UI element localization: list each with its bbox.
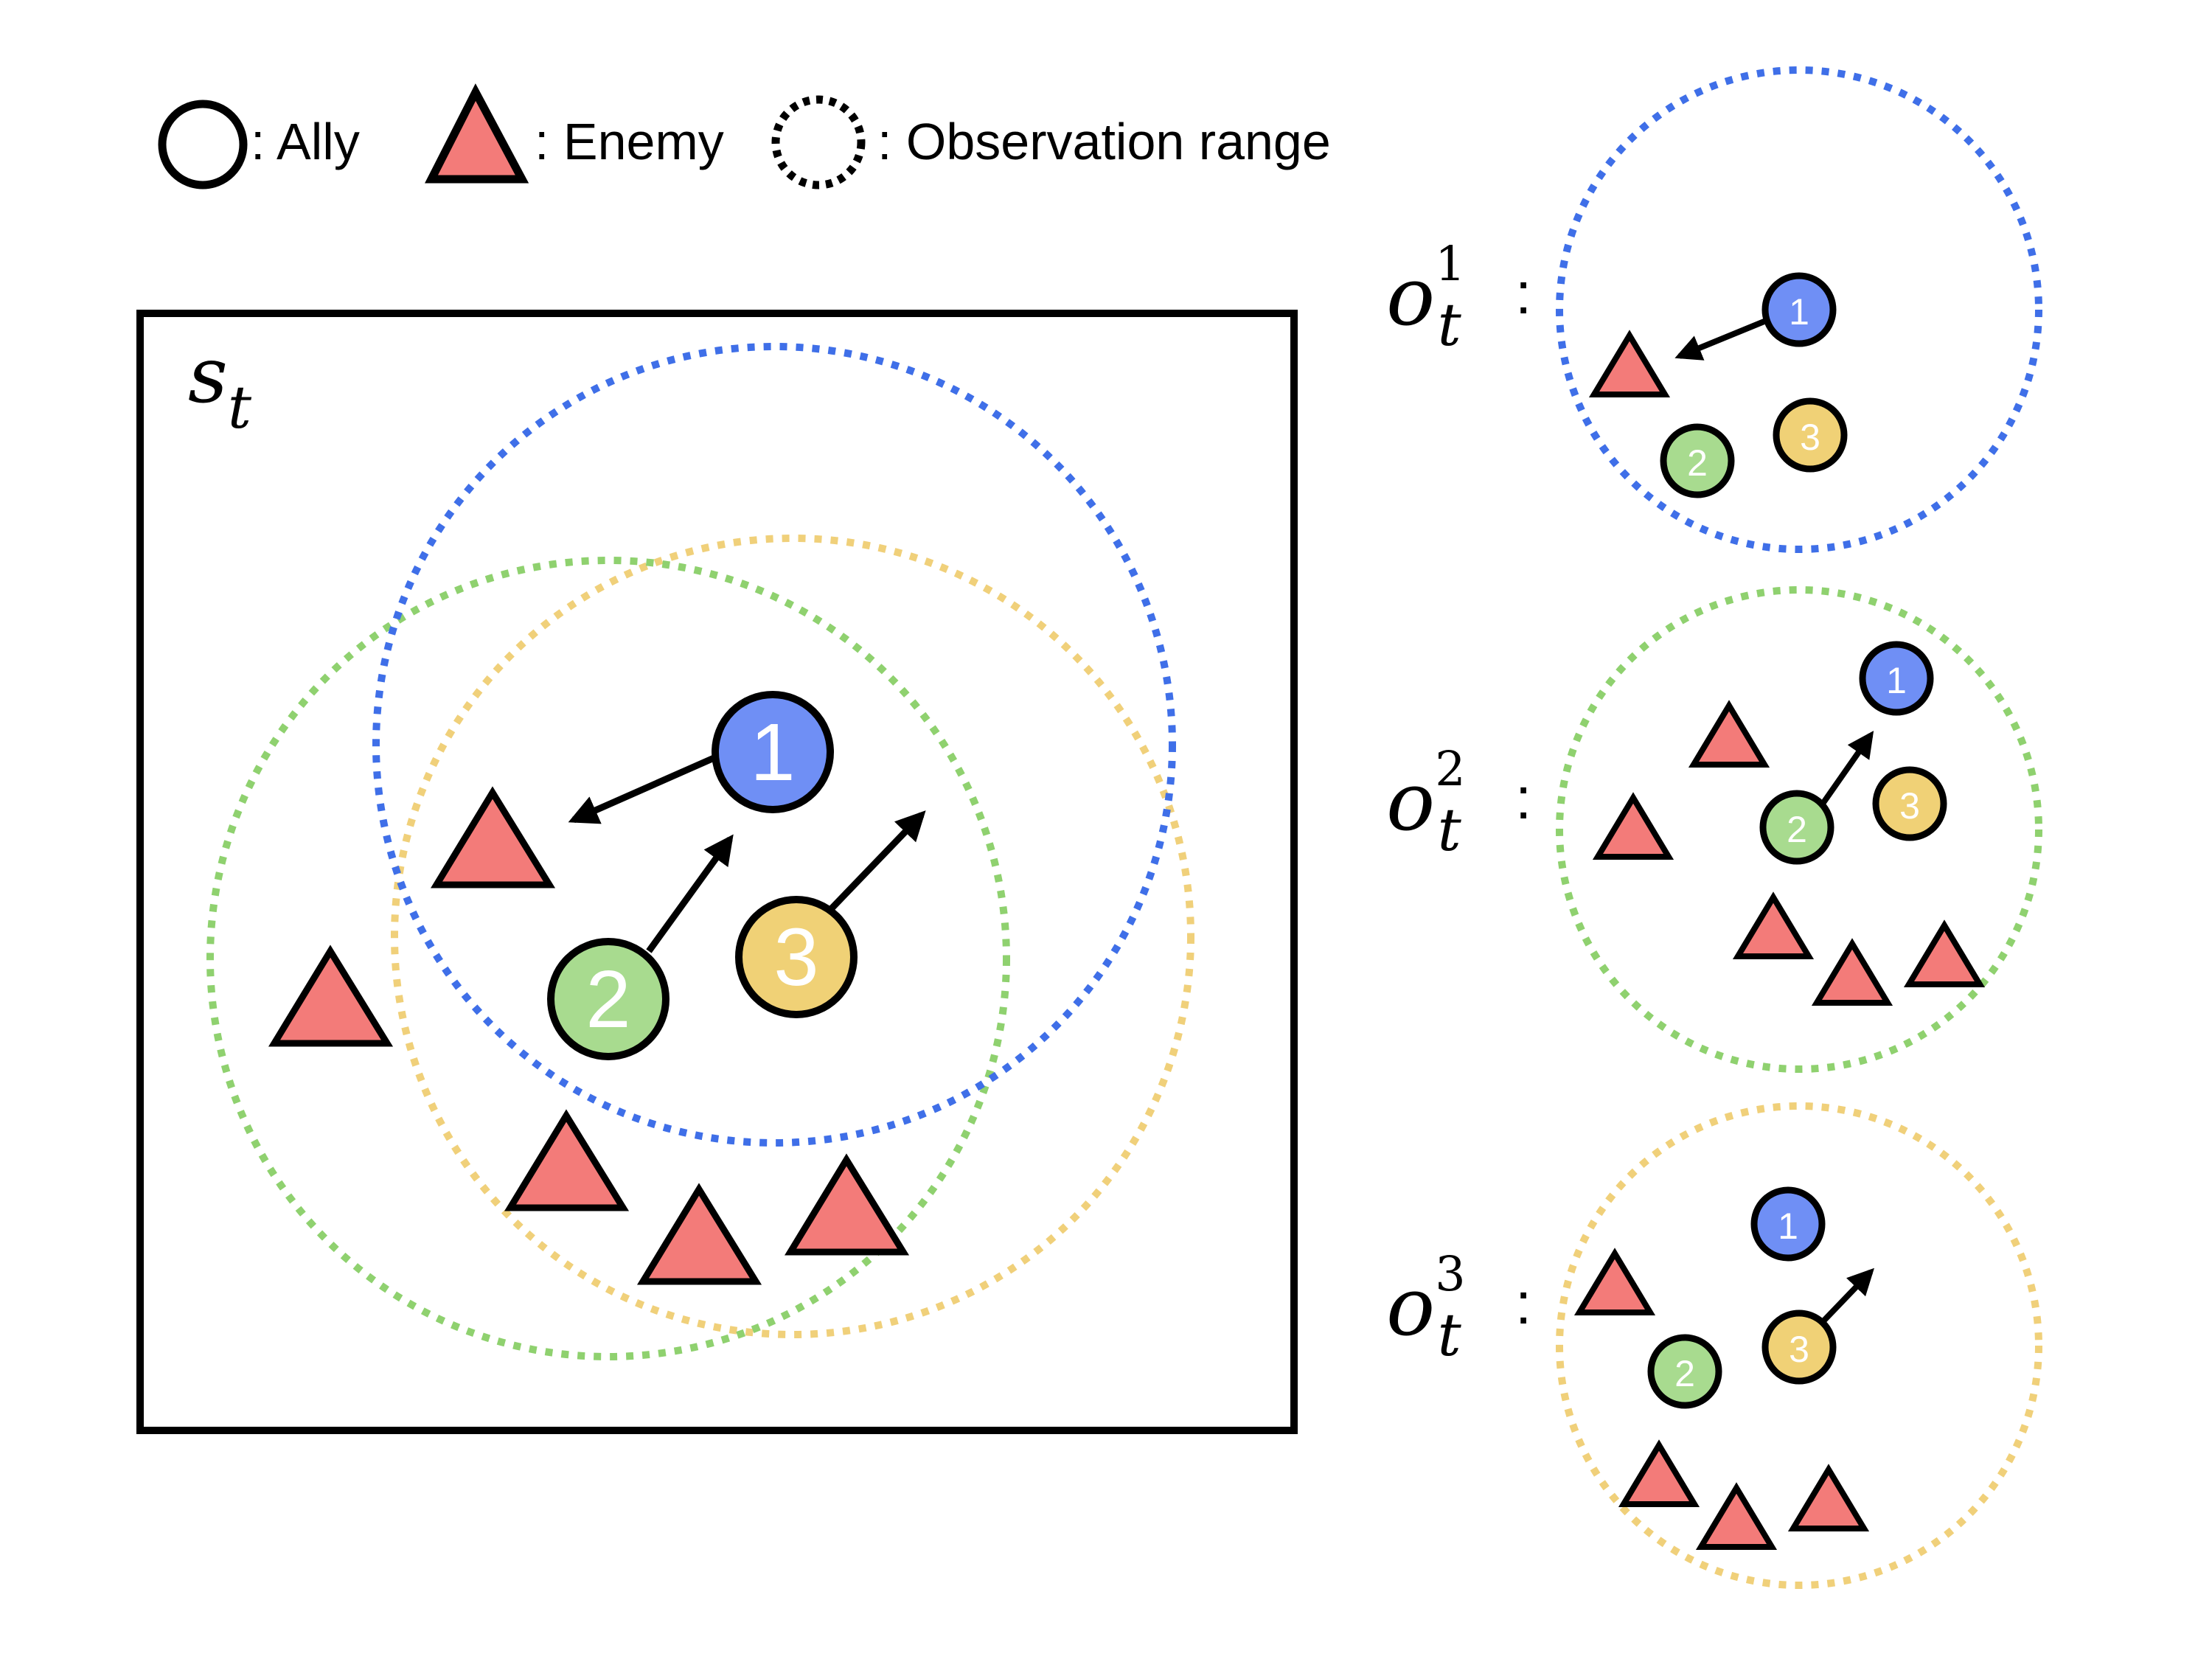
svg-text:1: 1 xyxy=(1886,660,1907,701)
enemy-triangle xyxy=(1688,700,1770,768)
observation-label-3: o3 t xyxy=(1386,1247,1466,1369)
observation-range-legend-label: : Observation range xyxy=(877,113,1331,170)
action-arrow-agent-2 xyxy=(1815,731,1874,813)
action-arrow-agent-3 xyxy=(1815,1267,1874,1329)
ally-agent-1: 1 xyxy=(1750,1186,1826,1262)
range-circle-agent-3 xyxy=(391,535,1194,1338)
enemy-triangle xyxy=(1787,1464,1870,1531)
legend: : Ally : Enemy : Observation range xyxy=(158,83,1331,189)
ally-agent-2: 2 xyxy=(1660,423,1735,498)
ally-agent-3: 3 xyxy=(1761,1310,1837,1385)
ally-agent-1: 1 xyxy=(1859,641,1934,716)
enemy-triangle xyxy=(1618,1439,1700,1507)
ally-legend-label: : Ally xyxy=(251,113,360,170)
range-circle-agent-2 xyxy=(206,557,1010,1360)
ally-agent-2: 2 xyxy=(1759,790,1834,865)
svg-text:3: 3 xyxy=(1800,417,1820,458)
range-circle-obs-2 xyxy=(1556,586,2042,1073)
state-label: st xyxy=(188,330,252,442)
ally-agent-3: 3 xyxy=(1872,766,1947,841)
svg-text:2: 2 xyxy=(1674,1353,1695,1394)
action-arrow-agent-2 xyxy=(646,834,734,953)
enemy-triangle xyxy=(1592,792,1674,860)
svg-text:3: 3 xyxy=(1899,785,1920,827)
state-panel: st 1 2 3 xyxy=(136,310,1298,1434)
enemy-triangle xyxy=(430,786,556,888)
range-circle-obs-3 xyxy=(1556,1102,2042,1589)
observation-range-legend-icon xyxy=(771,95,866,189)
enemy-triangle xyxy=(1811,938,1893,1006)
action-arrow-agent-1 xyxy=(568,752,720,824)
enemy-legend-label: : Enemy xyxy=(535,113,724,170)
svg-text:2: 2 xyxy=(585,954,630,1045)
svg-text:1: 1 xyxy=(1778,1206,1798,1247)
state-symbol: s xyxy=(188,330,228,420)
svg-text:2: 2 xyxy=(1787,809,1807,850)
ally-agent-2: 2 xyxy=(1647,1334,1722,1409)
action-arrow-agent-3 xyxy=(827,810,926,914)
enemy-triangle xyxy=(1588,330,1671,397)
svg-text:2: 2 xyxy=(1687,442,1708,484)
enemy-triangle xyxy=(1903,919,1986,987)
svg-text:1: 1 xyxy=(1789,291,1809,333)
observation-colon-2: : xyxy=(1515,765,1531,831)
ally-legend-icon xyxy=(158,100,248,189)
enemy-triangle xyxy=(784,1153,910,1256)
svg-text:1: 1 xyxy=(750,707,795,798)
observation-colon-1: : xyxy=(1515,260,1531,326)
enemy-triangle xyxy=(1732,891,1815,959)
observation-colon-3: : xyxy=(1515,1270,1531,1336)
observation-panel-2: o2 t : 1 2 3 xyxy=(1386,586,2042,1073)
enemy-triangle xyxy=(504,1109,630,1211)
action-arrow-agent-1 xyxy=(1674,318,1767,361)
observation-panel-1: o1 t : 1 2 3 xyxy=(1386,66,2042,553)
observation-label-2: o2 t xyxy=(1386,742,1466,864)
range-circle-agent-1 xyxy=(372,343,1176,1147)
state-subscript: t xyxy=(228,373,252,442)
ally-agent-2: 2 xyxy=(547,938,669,1060)
svg-text:3: 3 xyxy=(1789,1329,1809,1370)
enemy-triangle xyxy=(1573,1248,1656,1315)
enemy-triangle xyxy=(636,1183,762,1285)
ally-agent-3: 3 xyxy=(1773,397,1848,473)
observation-panel-3: o3 t : 1 2 3 xyxy=(1386,1102,2042,1589)
ally-agent-1: 1 xyxy=(1761,272,1837,347)
ally-agent-1: 1 xyxy=(712,691,834,813)
svg-text:3: 3 xyxy=(773,912,818,1003)
range-circle-obs-1 xyxy=(1556,66,2042,553)
enemy-legend-icon xyxy=(425,83,529,184)
observation-label-1: o1 t xyxy=(1386,237,1466,359)
ally-agent-3: 3 xyxy=(735,896,858,1018)
enemy-triangle xyxy=(268,945,394,1047)
enemy-triangle xyxy=(1695,1482,1778,1550)
